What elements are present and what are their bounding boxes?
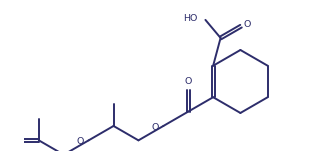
Text: O: O [243, 20, 251, 29]
Text: HO: HO [184, 14, 198, 23]
Text: O: O [76, 137, 84, 146]
Text: O: O [151, 123, 158, 132]
Text: O: O [185, 77, 192, 86]
